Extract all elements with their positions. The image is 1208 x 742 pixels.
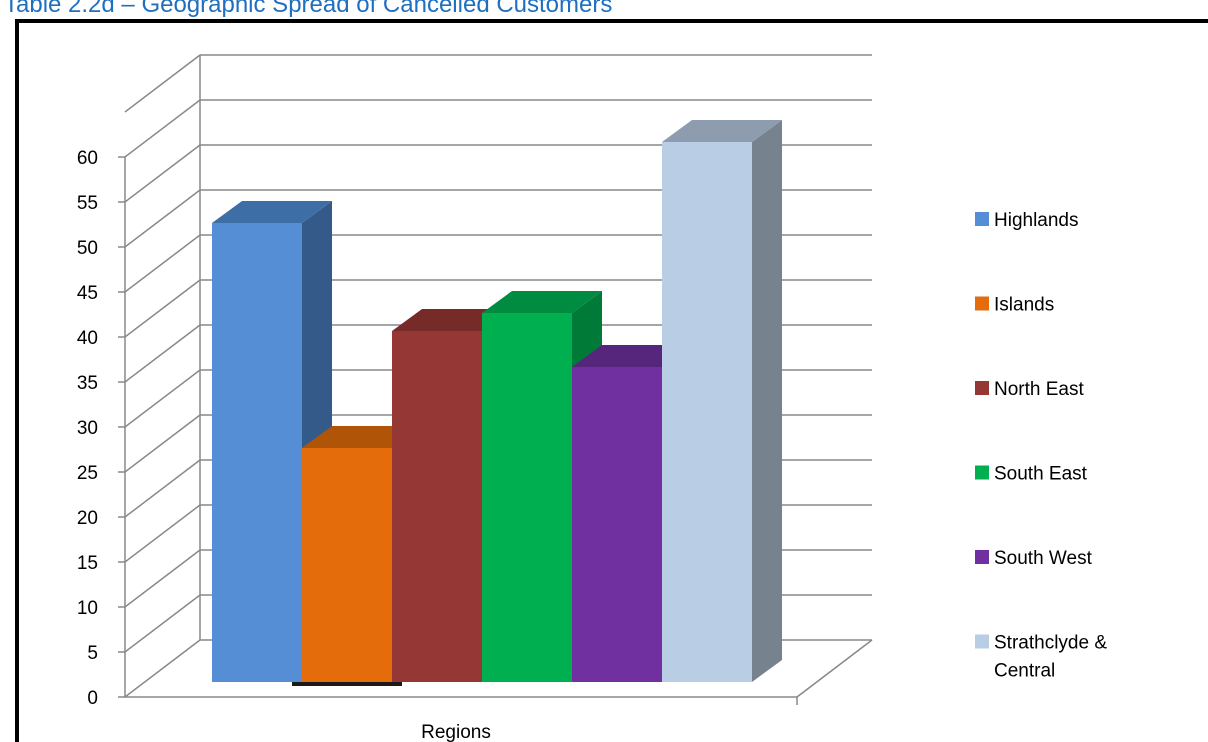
y-tick-label: 15: [77, 553, 98, 574]
legend-swatch: [975, 381, 989, 395]
bar-front: [662, 142, 752, 682]
legend-label: South West: [994, 548, 1093, 569]
legend-label: Strathclyde &: [994, 633, 1107, 654]
y-tick-label: 45: [77, 283, 98, 304]
gridline-side: [124, 99, 201, 158]
y-tick-label: 50: [77, 238, 98, 259]
page-title: Table 2.2d – Geographic Spread of Cancel…: [4, 0, 613, 18]
legend-swatch: [975, 212, 989, 226]
legend-label: Islands: [994, 295, 1054, 316]
y-tick-label: 0: [87, 688, 98, 709]
legend-item: Strathclyde & Central: [975, 633, 1107, 682]
y-tick-label: 20: [77, 508, 98, 529]
gridline-side: [124, 144, 201, 203]
gridline-side: [124, 324, 201, 383]
gridline-side: [124, 414, 201, 473]
floor-right-edge: [796, 639, 873, 698]
bars: [212, 120, 782, 686]
y-tick-label: 60: [77, 148, 98, 169]
gridline-side: [124, 459, 201, 518]
bar-side: [752, 120, 782, 682]
bar-top: [662, 120, 782, 142]
y-tick-label: 30: [77, 418, 98, 439]
gridline-side: [124, 549, 201, 608]
legend-label: North East: [994, 379, 1084, 400]
y-tick-label: 35: [77, 373, 98, 394]
gridline-side: [124, 234, 201, 293]
gridline-side: [124, 279, 201, 338]
bar-strathclyde-central: [662, 120, 782, 682]
legend-item: Highlands: [975, 210, 1079, 231]
gridline-side: [124, 594, 201, 653]
bar-front: [212, 223, 302, 682]
y-tick-label: 40: [77, 328, 98, 349]
bar-base-shadow: [292, 681, 402, 686]
axes: 0 5 10 15 20 25 30 35 40 45 50 55 60: [77, 148, 126, 709]
bar-top: [482, 291, 602, 313]
legend-swatch: [975, 634, 989, 649]
legend-swatch: [975, 465, 989, 480]
legend-swatch: [975, 296, 989, 311]
legend-label: Highlands: [994, 210, 1079, 231]
y-tick-label: 25: [77, 463, 98, 484]
bar-front: [572, 367, 662, 682]
bar-front: [482, 313, 572, 682]
bar-highlands: [212, 201, 332, 682]
legend-item: South East: [975, 464, 1088, 485]
bar-top: [212, 201, 332, 223]
x-axis-title: Regions: [421, 722, 491, 742]
y-tick-label: 5: [87, 643, 98, 664]
legend-item: Islands: [975, 295, 1054, 316]
gridline-side: [124, 504, 201, 563]
chart-frame: [15, 19, 1208, 742]
y-tick-label: 55: [77, 193, 98, 214]
gridline-side: [124, 54, 201, 113]
gridline-side: [124, 369, 201, 428]
gridline-side: [124, 189, 201, 248]
legend: Highlands Islands North East South East Sout…: [975, 210, 1107, 682]
bar-front: [392, 331, 482, 682]
gridline-side: [124, 639, 201, 698]
bar-front: [302, 448, 392, 682]
y-tick-label: 10: [77, 598, 98, 619]
legend-swatch: [975, 550, 989, 564]
legend-label: South East: [994, 464, 1088, 485]
legend-label: Central: [994, 661, 1055, 682]
legend-item: South West: [975, 548, 1093, 569]
legend-item: North East: [975, 379, 1084, 400]
